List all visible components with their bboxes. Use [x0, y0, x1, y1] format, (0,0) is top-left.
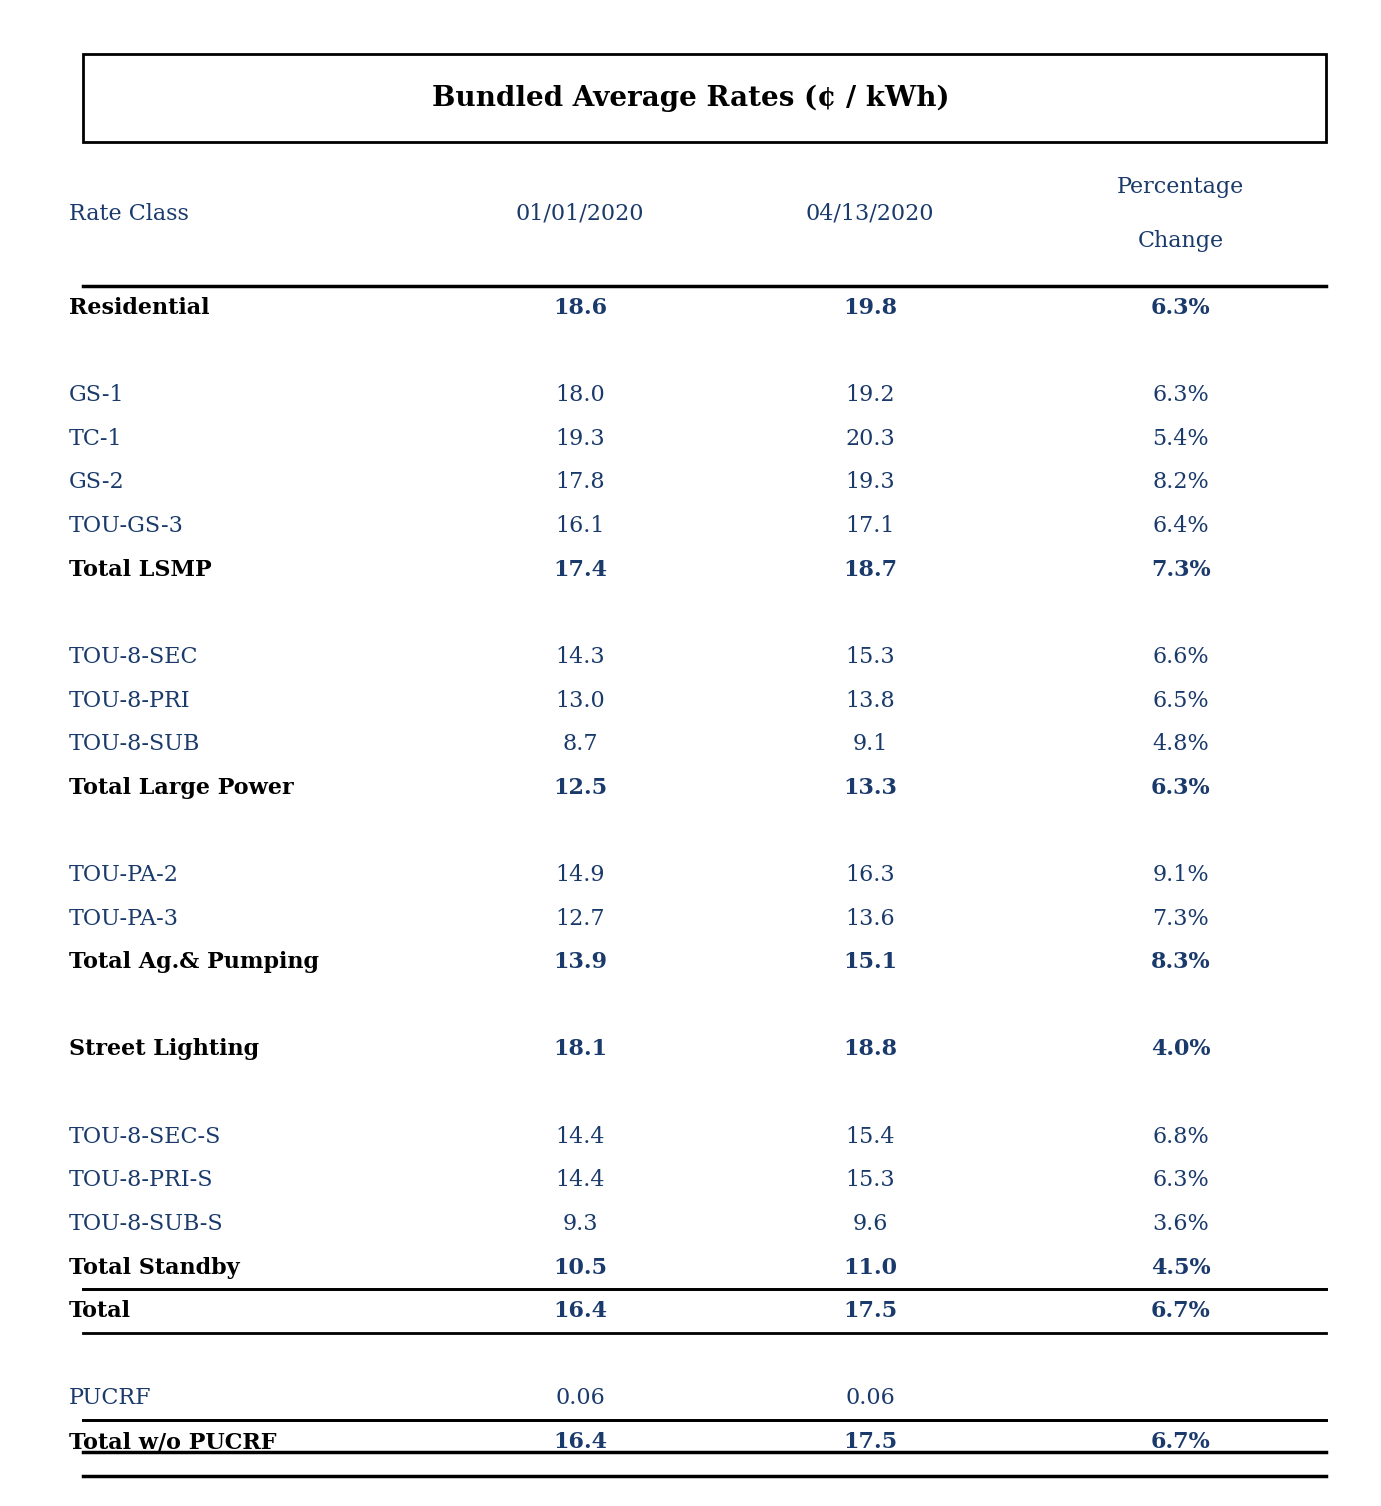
Text: 14.4: 14.4 [555, 1125, 605, 1148]
Text: 4.5%: 4.5% [1150, 1256, 1211, 1279]
Text: 14.9: 14.9 [555, 864, 605, 886]
Text: 17.8: 17.8 [555, 471, 605, 494]
Text: Rate Class: Rate Class [69, 203, 189, 224]
Text: 16.3: 16.3 [845, 864, 895, 886]
Text: TOU-8-SEC: TOU-8-SEC [69, 646, 199, 667]
Text: 15.4: 15.4 [845, 1125, 895, 1148]
FancyBboxPatch shape [83, 54, 1326, 142]
Text: 6.8%: 6.8% [1152, 1125, 1210, 1148]
Text: 5.4%: 5.4% [1152, 428, 1210, 450]
Text: TOU-GS-3: TOU-GS-3 [69, 515, 184, 538]
Text: 13.0: 13.0 [555, 690, 605, 711]
Text: TOU-8-PRI-S: TOU-8-PRI-S [69, 1169, 214, 1191]
Text: 6.3%: 6.3% [1150, 777, 1211, 798]
Text: Total Large Power: Total Large Power [69, 777, 294, 798]
Text: 6.3%: 6.3% [1152, 384, 1210, 407]
Text: 12.7: 12.7 [555, 908, 605, 929]
Text: Total LSMP: Total LSMP [69, 559, 211, 581]
Text: 0.06: 0.06 [555, 1387, 605, 1410]
Text: 7.3%: 7.3% [1150, 559, 1211, 581]
Text: 14.3: 14.3 [555, 646, 605, 667]
Text: 0.06: 0.06 [845, 1387, 895, 1410]
Text: Total: Total [69, 1300, 131, 1322]
Text: 13.3: 13.3 [842, 777, 898, 798]
Text: 13.8: 13.8 [845, 690, 895, 711]
Text: Total Ag.& Pumping: Total Ag.& Pumping [69, 952, 319, 973]
Text: 20.3: 20.3 [845, 428, 895, 450]
Text: Residential: Residential [69, 297, 210, 319]
Text: 18.0: 18.0 [555, 384, 605, 407]
Text: PUCRF: PUCRF [69, 1387, 152, 1410]
Text: GS-2: GS-2 [69, 471, 124, 494]
Text: 4.0%: 4.0% [1150, 1039, 1211, 1060]
Text: TOU-8-PRI: TOU-8-PRI [69, 690, 191, 711]
Text: 9.1: 9.1 [852, 733, 888, 755]
Text: 15.3: 15.3 [845, 1169, 895, 1191]
Text: 8.3%: 8.3% [1150, 952, 1211, 973]
Text: 15.3: 15.3 [845, 646, 895, 667]
Text: 12.5: 12.5 [552, 777, 608, 798]
Text: Change: Change [1138, 230, 1224, 252]
Text: 11.0: 11.0 [842, 1256, 898, 1279]
Text: TOU-8-SUB-S: TOU-8-SUB-S [69, 1212, 224, 1235]
Text: Percentage: Percentage [1117, 176, 1244, 197]
Text: 13.9: 13.9 [552, 952, 608, 973]
Text: 9.6: 9.6 [852, 1212, 888, 1235]
Text: 19.2: 19.2 [845, 384, 895, 407]
Text: Total w/o PUCRF: Total w/o PUCRF [69, 1431, 276, 1453]
Text: 19.3: 19.3 [845, 471, 895, 494]
Text: 9.1%: 9.1% [1152, 864, 1210, 886]
Text: 4.8%: 4.8% [1152, 733, 1210, 755]
Text: 9.3: 9.3 [562, 1212, 598, 1235]
Text: 8.7: 8.7 [562, 733, 598, 755]
Text: 19.8: 19.8 [842, 297, 898, 319]
Text: 16.4: 16.4 [552, 1431, 608, 1453]
Text: Street Lighting: Street Lighting [69, 1039, 260, 1060]
Text: 13.6: 13.6 [845, 908, 895, 929]
Text: 01/01/2020: 01/01/2020 [515, 203, 645, 224]
Text: 18.6: 18.6 [552, 297, 608, 319]
Text: 17.5: 17.5 [842, 1300, 898, 1322]
Text: TC-1: TC-1 [69, 428, 123, 450]
Text: 16.1: 16.1 [555, 515, 605, 538]
Text: 17.5: 17.5 [842, 1431, 898, 1453]
Text: TOU-8-SUB: TOU-8-SUB [69, 733, 200, 755]
Text: 18.8: 18.8 [842, 1039, 898, 1060]
Text: 16.4: 16.4 [552, 1300, 608, 1322]
Text: 04/13/2020: 04/13/2020 [805, 203, 935, 224]
Text: 6.4%: 6.4% [1152, 515, 1210, 538]
Text: 6.7%: 6.7% [1150, 1431, 1211, 1453]
Text: Bundled Average Rates (¢ / kWh): Bundled Average Rates (¢ / kWh) [432, 84, 949, 111]
Text: TOU-8-SEC-S: TOU-8-SEC-S [69, 1125, 221, 1148]
Text: 6.7%: 6.7% [1150, 1300, 1211, 1322]
Text: 15.1: 15.1 [842, 952, 898, 973]
Text: 6.3%: 6.3% [1150, 297, 1211, 319]
Text: TOU-PA-3: TOU-PA-3 [69, 908, 180, 929]
Text: Total Standby: Total Standby [69, 1256, 240, 1279]
Text: TOU-PA-2: TOU-PA-2 [69, 864, 180, 886]
Text: 3.6%: 3.6% [1152, 1212, 1210, 1235]
Text: 17.1: 17.1 [845, 515, 895, 538]
Text: 7.3%: 7.3% [1152, 908, 1210, 929]
Text: 19.3: 19.3 [555, 428, 605, 450]
Text: 6.5%: 6.5% [1152, 690, 1210, 711]
Text: 8.2%: 8.2% [1152, 471, 1210, 494]
Text: 18.7: 18.7 [842, 559, 898, 581]
Text: 6.3%: 6.3% [1152, 1169, 1210, 1191]
Text: 10.5: 10.5 [552, 1256, 608, 1279]
Text: 18.1: 18.1 [552, 1039, 608, 1060]
Text: 6.6%: 6.6% [1152, 646, 1210, 667]
Text: 17.4: 17.4 [552, 559, 608, 581]
Text: 14.4: 14.4 [555, 1169, 605, 1191]
Text: GS-1: GS-1 [69, 384, 124, 407]
